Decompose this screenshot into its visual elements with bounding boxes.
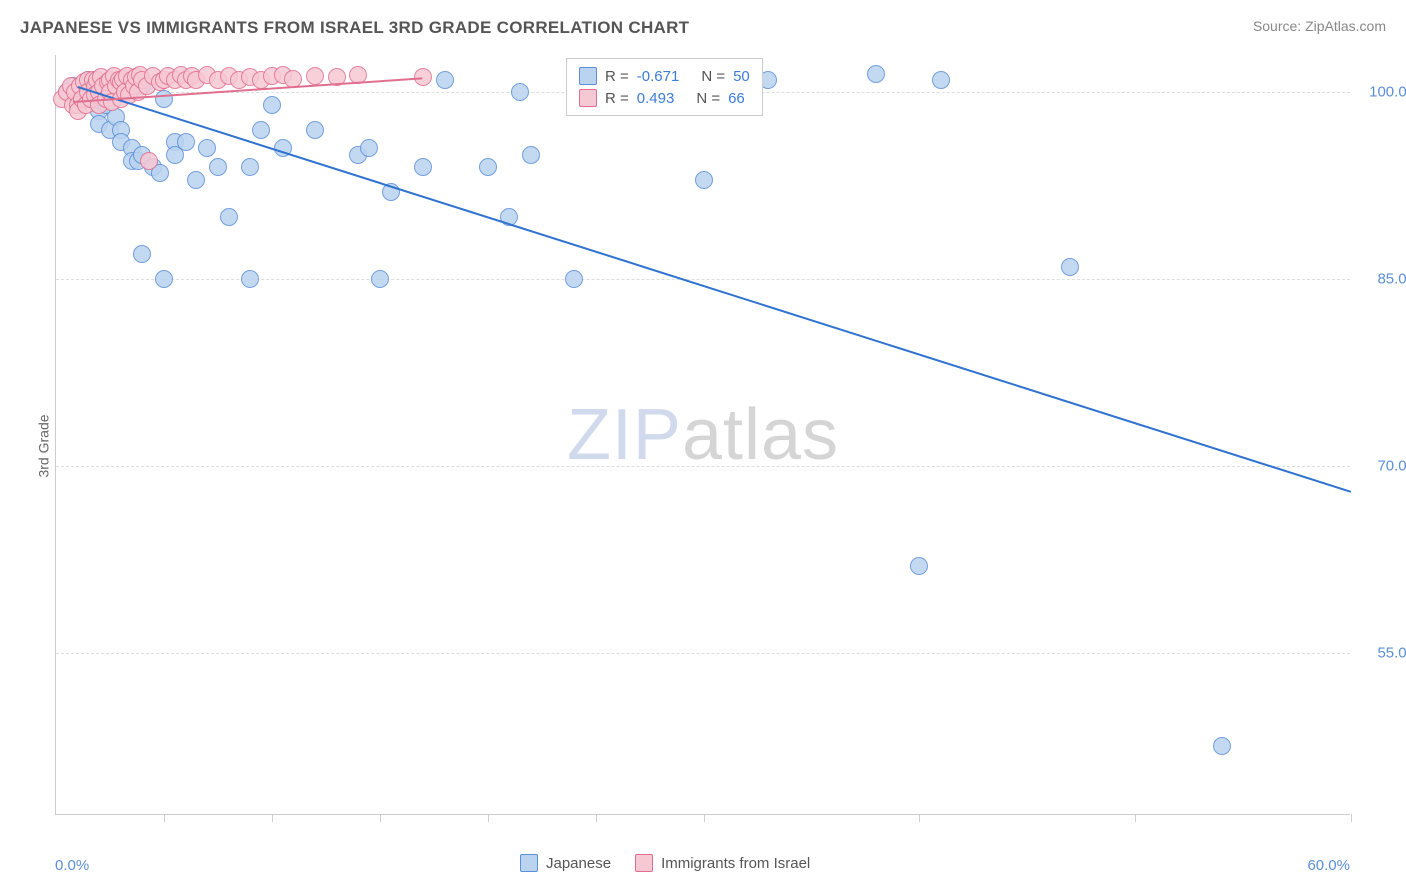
- legend-label: Japanese: [546, 855, 611, 872]
- data-point-japanese: [306, 121, 324, 139]
- y-tick-label: 85.0%: [1360, 271, 1406, 288]
- data-point-japanese: [867, 65, 885, 83]
- correlation-legend: R =-0.671N =50R =0.493N =66: [566, 58, 763, 116]
- watermark: ZIPatlas: [567, 394, 839, 476]
- y-tick-label: 100.0%: [1360, 84, 1406, 101]
- data-point-japanese: [1061, 258, 1079, 276]
- scatter-chart: ZIPatlas 100.0%85.0%70.0%55.0%R =-0.671N…: [55, 55, 1350, 815]
- data-point-japanese: [198, 139, 216, 157]
- gridline-h: [56, 653, 1350, 654]
- data-point-japanese: [220, 208, 238, 226]
- n-value: 50: [733, 68, 750, 85]
- data-point-japanese: [252, 121, 270, 139]
- legend-item-japanese: Japanese: [520, 854, 611, 872]
- gridline-h: [56, 466, 1350, 467]
- data-point-japanese: [155, 270, 173, 288]
- data-point-japanese: [155, 90, 173, 108]
- data-point-japanese: [360, 139, 378, 157]
- source-label: Source:: [1253, 18, 1305, 34]
- series-legend: Japanese Immigrants from Israel: [520, 854, 810, 872]
- legend-item-israel: Immigrants from Israel: [635, 854, 810, 872]
- x-tick: [704, 814, 705, 822]
- r-label: R =: [605, 68, 629, 85]
- y-tick-label: 55.0%: [1360, 645, 1406, 662]
- legend-swatch: [579, 67, 597, 85]
- correlation-row-israel: R = 0.493 N = 66: [579, 87, 750, 109]
- data-point-japanese: [133, 245, 151, 263]
- n-value: 66: [728, 90, 745, 107]
- data-point-japanese: [436, 71, 454, 89]
- legend-swatch: [635, 854, 653, 872]
- x-tick: [1351, 814, 1352, 822]
- y-tick-label: 70.0%: [1360, 458, 1406, 475]
- data-point-japanese: [479, 158, 497, 176]
- x-tick: [272, 814, 273, 822]
- data-point-japanese: [1213, 737, 1231, 755]
- data-point-israel: [306, 67, 324, 85]
- chart-title: JAPANESE VS IMMIGRANTS FROM ISRAEL 3RD G…: [20, 18, 689, 38]
- x-tick: [164, 814, 165, 822]
- data-point-japanese: [565, 270, 583, 288]
- x-tick: [919, 814, 920, 822]
- trendline-japanese: [77, 86, 1351, 493]
- y-axis-title: 3rd Grade: [36, 414, 52, 477]
- x-axis-max-label: 60.0%: [1307, 857, 1350, 874]
- data-point-japanese: [241, 270, 259, 288]
- x-tick: [380, 814, 381, 822]
- data-point-japanese: [511, 83, 529, 101]
- source-link[interactable]: ZipAtlas.com: [1305, 18, 1386, 34]
- data-point-japanese: [910, 557, 928, 575]
- data-point-japanese: [414, 158, 432, 176]
- source-attribution: Source: ZipAtlas.com: [1253, 18, 1386, 34]
- x-axis-min-label: 0.0%: [55, 857, 89, 874]
- data-point-japanese: [209, 158, 227, 176]
- data-point-japanese: [695, 171, 713, 189]
- watermark-zip: ZIP: [567, 395, 682, 475]
- n-label: N =: [701, 68, 725, 85]
- legend-swatch: [579, 89, 597, 107]
- n-label: N =: [696, 90, 720, 107]
- x-tick: [488, 814, 489, 822]
- r-value: -0.671: [637, 68, 680, 85]
- data-point-japanese: [177, 133, 195, 151]
- data-point-japanese: [187, 171, 205, 189]
- watermark-atlas: atlas: [682, 395, 839, 475]
- data-point-japanese: [371, 270, 389, 288]
- data-point-japanese: [522, 146, 540, 164]
- x-tick: [1135, 814, 1136, 822]
- x-tick: [596, 814, 597, 822]
- correlation-row-japanese: R = -0.671 N = 50: [579, 65, 750, 87]
- r-value: 0.493: [637, 90, 675, 107]
- data-point-japanese: [241, 158, 259, 176]
- data-point-japanese: [263, 96, 281, 114]
- legend-swatch: [520, 854, 538, 872]
- data-point-israel: [140, 152, 158, 170]
- data-point-japanese: [932, 71, 950, 89]
- r-label: R =: [605, 90, 629, 107]
- legend-label: Immigrants from Israel: [661, 855, 810, 872]
